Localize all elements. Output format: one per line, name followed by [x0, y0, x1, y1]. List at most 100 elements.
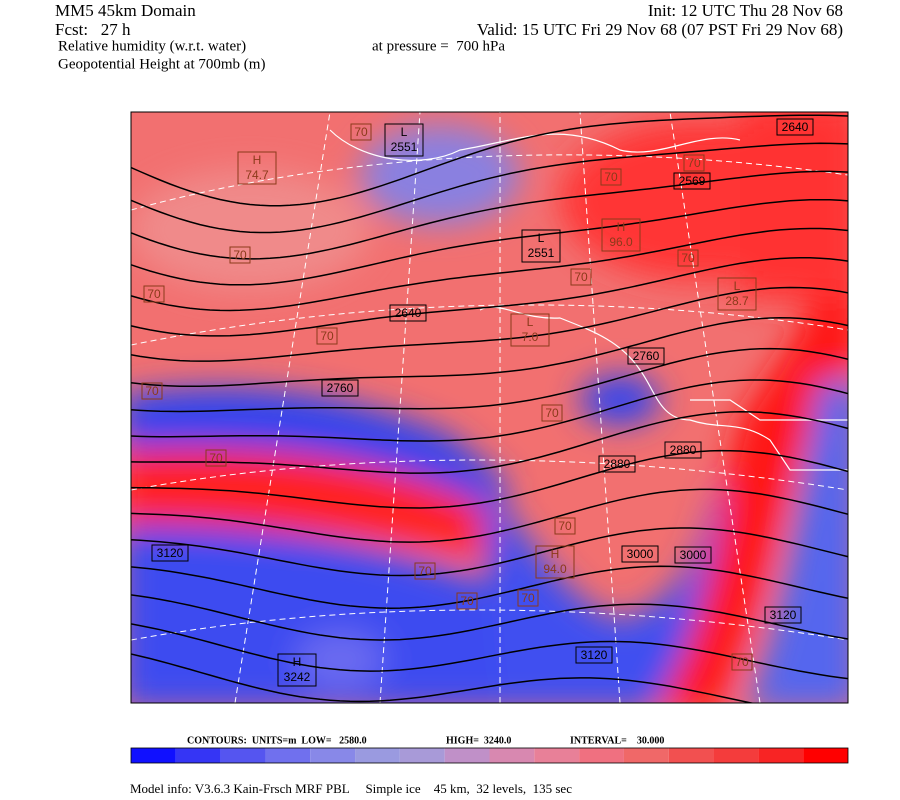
contour-label: 70 [558, 519, 572, 533]
contour-label: 2569 [679, 174, 706, 188]
contour-line [131, 198, 848, 286]
label-box [575, 646, 613, 664]
graticule [131, 112, 848, 703]
contour-label: 2640 [782, 120, 809, 134]
label-box [776, 118, 814, 136]
center-value: 7.0 [522, 330, 539, 344]
field-name: Geopotential Height at 700mb (m) [58, 56, 265, 72]
center-box [535, 545, 575, 579]
label-box [600, 168, 622, 186]
contour-label: 70 [687, 156, 701, 170]
center-kind: L [527, 315, 534, 329]
contour-line [131, 623, 848, 680]
colorbar-swatch [803, 748, 848, 763]
colorbar-swatch [668, 748, 714, 763]
center-kind: L [734, 279, 741, 293]
contour-line [131, 286, 848, 362]
contour-line [131, 227, 848, 312]
center-kind: H [293, 655, 302, 669]
label-box [683, 154, 705, 172]
contour-label: 2760 [633, 349, 660, 363]
center-value: 2551 [391, 140, 418, 154]
colorbar-swatch [220, 748, 266, 763]
center-value: 2551 [528, 246, 555, 260]
label-box [570, 268, 592, 286]
contour-line [131, 142, 848, 234]
center-box [717, 277, 757, 311]
contour-line [131, 411, 848, 474]
label-box [764, 606, 802, 624]
contour-label: 2880 [604, 457, 631, 471]
center-box [521, 229, 561, 263]
colorbar-swatch [713, 748, 759, 763]
field-name: Relative humidity (w.r.t. water) [58, 38, 246, 54]
label-box [456, 592, 478, 610]
label-box [664, 441, 702, 459]
colorbar [130, 747, 849, 764]
label-box [414, 562, 436, 580]
label-box [674, 546, 712, 564]
colorbar-swatch [623, 748, 669, 763]
contour-line [131, 488, 848, 543]
contour-label: 70 [354, 125, 368, 139]
contour-label: 70 [735, 655, 749, 669]
contour-label: 70 [147, 287, 161, 301]
center-kind: H [253, 153, 262, 167]
contour-label: 70 [604, 170, 618, 184]
center-kind: L [401, 125, 408, 139]
label-box [143, 285, 165, 303]
contour-label: 2880 [670, 443, 697, 457]
pressure-level: at pressure = 700 hPa [372, 38, 505, 54]
contour-label: 70 [233, 248, 247, 262]
label-box [673, 172, 711, 190]
contour-label: 70 [574, 270, 588, 284]
contour-info: CONTOURS: UNITS=m LOW= 2580.0 [187, 735, 367, 746]
label-box [141, 382, 163, 400]
contour-label: 70 [320, 329, 334, 343]
contour-line [131, 347, 848, 413]
center-value: 96.0 [609, 235, 633, 249]
map: L2551L2551H3242H74.7L7.0L28.7H96.0H94.02… [131, 112, 848, 703]
contour-label: 70 [145, 384, 159, 398]
colorbar-swatch [175, 748, 221, 763]
center-kind: L [538, 231, 545, 245]
colorbar-swatch [399, 748, 445, 763]
humidity-field [131, 112, 848, 703]
label-box [316, 327, 338, 345]
colorbar-swatch [265, 748, 311, 763]
contour-label: 70 [460, 594, 474, 608]
contour-line [131, 379, 848, 442]
center-kind: H [551, 547, 560, 561]
label-box [621, 545, 659, 563]
contour-line [131, 527, 848, 577]
contour-label: 2760 [327, 381, 354, 395]
colorbar-swatch [758, 748, 804, 763]
colorbar-swatch [355, 748, 400, 763]
contour-line [131, 594, 848, 641]
center-kind: H [617, 220, 626, 234]
forecast-hour: Fcst: 27 h [55, 20, 131, 39]
label-box [350, 123, 372, 141]
contour-label: 3000 [627, 547, 654, 561]
model-info: Model info: V3.6.3 Kain-Frsch MRF PBL Si… [130, 781, 572, 796]
colorbar-swatch [534, 748, 580, 763]
label-box [205, 449, 227, 467]
height-contours [131, 114, 848, 703]
contour-label: 70 [521, 591, 535, 605]
valid-time: Valid: 15 UTC Fri 29 Nov 68 (07 PST Fri … [477, 20, 843, 39]
init-time: Init: 12 UTC Thu 28 Nov 68 [648, 1, 843, 20]
model-title: MM5 45km Domain [55, 1, 196, 20]
center-value: 94.0 [543, 562, 567, 576]
contour-line [131, 256, 848, 337]
label-box [677, 249, 699, 267]
map-labels: L2551L2551H3242H74.7L7.0L28.7H96.0H94.02… [141, 118, 814, 687]
contour-label: 70 [681, 251, 695, 265]
label-box [554, 517, 576, 535]
center-box [277, 653, 317, 687]
contour-info: INTERVAL= 30.000 [570, 735, 664, 746]
colorbar-swatch [131, 748, 176, 763]
label-box [229, 246, 251, 264]
map-frame [130, 111, 849, 704]
contour-label: 3000 [680, 548, 707, 562]
